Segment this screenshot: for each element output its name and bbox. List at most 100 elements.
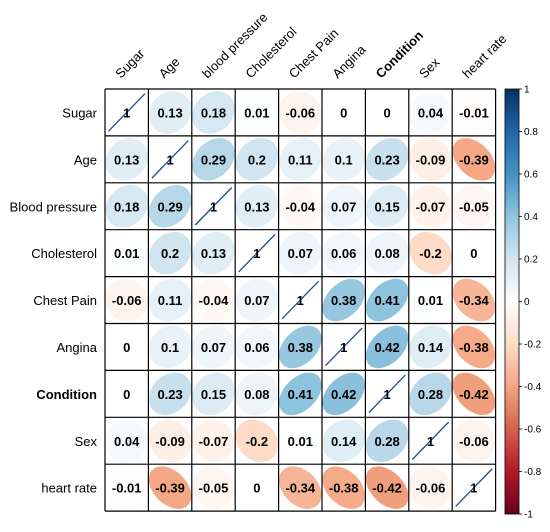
value-label: 1 bbox=[383, 387, 390, 402]
correlation-ellipse-mark bbox=[148, 466, 192, 509]
cell-age-chest-pain: 0.11 bbox=[279, 138, 322, 181]
cell-cholesterol-angina: 0.06 bbox=[322, 231, 365, 275]
value-label: 0.38 bbox=[331, 293, 356, 308]
value-label: 0.42 bbox=[331, 387, 356, 402]
value-label: 0 bbox=[383, 105, 390, 120]
row-label-blood-pressure: Blood pressure bbox=[10, 199, 97, 214]
value-label: 0.14 bbox=[418, 340, 444, 355]
cell-condition-sugar: 0 bbox=[105, 372, 148, 416]
cell-sugar-age: 0.13 bbox=[148, 91, 192, 134]
correlation-ellipse-mark bbox=[365, 325, 409, 369]
value-label: -0.39 bbox=[155, 481, 185, 496]
cell-age-age: 1 bbox=[151, 140, 189, 179]
cell-cholesterol-age: 0.2 bbox=[148, 231, 192, 275]
cell-sex-sugar: 0.04 bbox=[105, 419, 148, 463]
row-label-cholesterol: Cholesterol bbox=[31, 246, 97, 261]
correlation-ellipse-mark bbox=[105, 325, 148, 369]
correlation-ellipse-mark bbox=[452, 184, 496, 228]
correlation-ellipse-mark bbox=[148, 184, 192, 228]
cell-heart-rate-chest-pain: -0.34 bbox=[279, 466, 322, 509]
correlation-ellipse-mark bbox=[235, 138, 279, 181]
row-label-angina: Angina bbox=[57, 340, 98, 355]
correlation-ellipse-mark bbox=[235, 419, 279, 463]
cell-condition-cholesterol: 0.08 bbox=[235, 372, 279, 416]
correlation-ellipse-mark bbox=[322, 372, 365, 416]
cell-age-blood-pressure: 0.29 bbox=[192, 138, 235, 181]
cell-cholesterol-sugar: 0.01 bbox=[105, 231, 148, 275]
value-label: -0.01 bbox=[459, 105, 489, 120]
value-label: 0.29 bbox=[157, 199, 182, 214]
correlation-ellipse-mark bbox=[148, 231, 192, 275]
correlation-ellipse-mark bbox=[322, 184, 365, 228]
cell-angina-age: 0.1 bbox=[148, 325, 192, 369]
cell-heart-rate-sugar: -0.01 bbox=[105, 466, 148, 509]
correlation-ellipse-mark bbox=[365, 184, 409, 228]
cell-cholesterol-heart-rate: 0 bbox=[452, 231, 496, 275]
value-label: -0.42 bbox=[372, 481, 402, 496]
value-label: 0.11 bbox=[288, 152, 313, 167]
cell-angina-sex: 0.14 bbox=[409, 325, 452, 369]
value-label: 0.07 bbox=[201, 340, 226, 355]
value-label: -0.07 bbox=[416, 199, 446, 214]
value-label: 0 bbox=[123, 387, 130, 402]
colorbar-tick-label: -0.2 bbox=[524, 340, 542, 351]
cell-heart-rate-sex: -0.06 bbox=[409, 466, 452, 509]
value-label: 0.18 bbox=[114, 199, 139, 214]
cell-blood-pressure-sex: -0.07 bbox=[409, 184, 452, 228]
value-label: 0.18 bbox=[201, 105, 226, 120]
cell-age-sex: -0.09 bbox=[409, 138, 452, 181]
correlation-ellipse-mark bbox=[192, 419, 235, 463]
cell-age-cholesterol: 0.2 bbox=[235, 138, 279, 181]
column-label-heart-rate: heart rate bbox=[459, 31, 509, 81]
cell-heart-rate-angina: -0.38 bbox=[322, 466, 365, 509]
correlation-ellipse-mark bbox=[105, 184, 148, 228]
colorbar-tick-label: 0.8 bbox=[524, 127, 538, 138]
correlation-ellipse-mark bbox=[279, 466, 322, 509]
cell-heart-rate-heart-rate: 1 bbox=[455, 468, 493, 507]
cell-sugar-chest-pain: -0.06 bbox=[279, 91, 322, 134]
value-label: 0.13 bbox=[114, 152, 139, 167]
value-label: -0.38 bbox=[459, 340, 489, 355]
cell-angina-blood-pressure: 0.07 bbox=[192, 325, 235, 369]
cell-sex-age: -0.09 bbox=[148, 419, 192, 463]
correlation-ellipse-mark bbox=[365, 419, 409, 463]
value-label: 0.01 bbox=[244, 105, 269, 120]
diagonal-line-mark bbox=[455, 468, 493, 507]
correlation-ellipse-mark bbox=[365, 231, 409, 275]
cell-blood-pressure-chest-pain: -0.04 bbox=[279, 184, 322, 228]
value-label: 0 bbox=[340, 105, 347, 120]
correlation-ellipse-mark bbox=[409, 138, 452, 181]
row-label-sex: Sex bbox=[75, 434, 98, 449]
value-label: -0.04 bbox=[199, 293, 229, 308]
cell-condition-sex: 0.28 bbox=[409, 372, 452, 416]
value-label: -0.38 bbox=[329, 481, 359, 496]
correlation-ellipse-mark bbox=[365, 278, 409, 322]
cell-blood-pressure-blood-pressure: 1 bbox=[194, 187, 233, 226]
cell-sex-chest-pain: 0.01 bbox=[279, 419, 322, 463]
correlation-ellipse-mark bbox=[235, 278, 279, 322]
cell-heart-rate-age: -0.39 bbox=[148, 466, 192, 509]
value-label: -0.42 bbox=[459, 387, 489, 402]
value-label: 0.23 bbox=[374, 152, 399, 167]
value-label: -0.39 bbox=[459, 152, 489, 167]
value-label: -0.05 bbox=[459, 199, 489, 214]
value-label: 0.41 bbox=[288, 387, 313, 402]
cell-chest-pain-condition: 0.41 bbox=[365, 278, 409, 322]
value-label: 0.07 bbox=[331, 199, 356, 214]
correlation-ellipse-mark bbox=[148, 325, 192, 369]
column-label-age: Age bbox=[156, 54, 183, 81]
cell-chest-pain-sex: 0.01 bbox=[409, 278, 452, 322]
value-label: 0.08 bbox=[244, 387, 269, 402]
correlation-ellipse-mark bbox=[452, 278, 496, 322]
value-label: -0.06 bbox=[285, 105, 315, 120]
cell-sugar-sugar: 1 bbox=[108, 93, 146, 132]
correlation-ellipse-mark bbox=[105, 231, 148, 275]
cell-cholesterol-sex: -0.2 bbox=[409, 231, 452, 275]
value-label: 0.11 bbox=[158, 293, 183, 308]
diagonal-line-mark bbox=[411, 421, 450, 460]
cell-chest-pain-age: 0.11 bbox=[148, 278, 192, 322]
correlation-ellipse-mark bbox=[192, 372, 235, 416]
correlation-ellipse-mark bbox=[409, 278, 452, 322]
correlation-ellipse-mark bbox=[322, 419, 365, 463]
